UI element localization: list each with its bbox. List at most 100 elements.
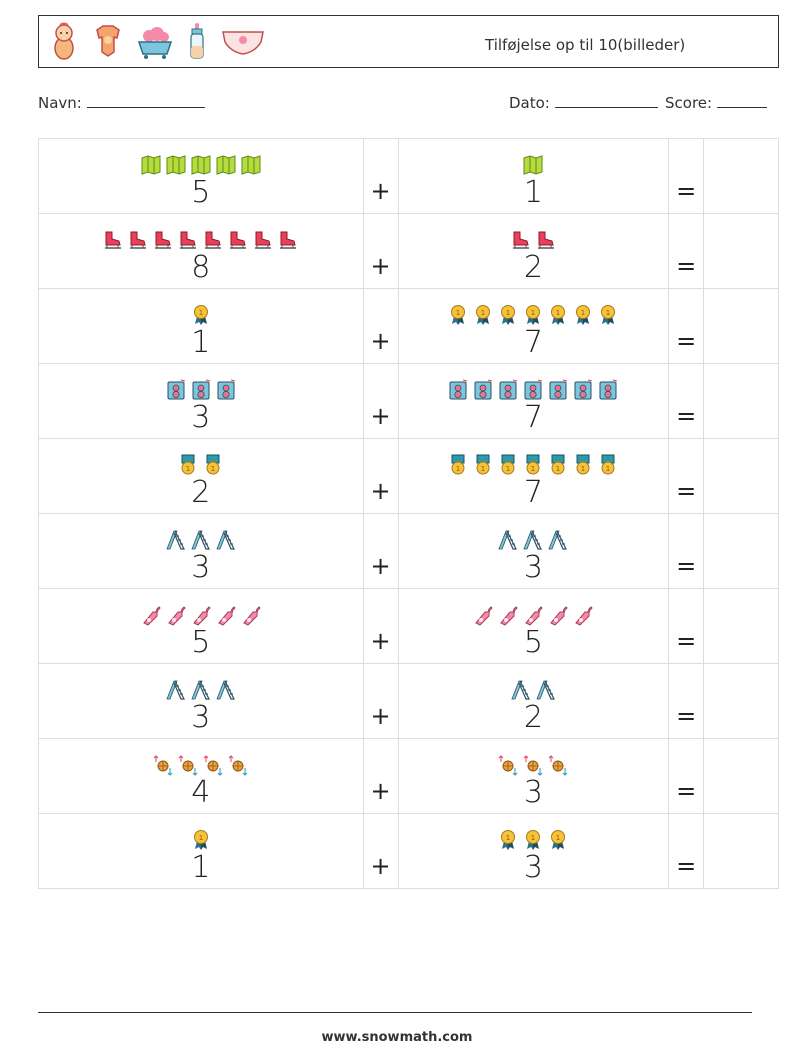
basketball-arrows-icon xyxy=(153,755,173,776)
svg-text:1: 1 xyxy=(606,309,610,317)
svg-text:1: 1 xyxy=(481,309,485,317)
picture-group xyxy=(39,600,363,626)
answer-cell[interactable] xyxy=(703,588,779,664)
champagne-bottle-icon xyxy=(575,606,594,626)
picture-group: 1 xyxy=(39,825,363,851)
medal-ribbon-icon: 1 xyxy=(206,454,220,475)
svg-text:1: 1 xyxy=(581,309,585,317)
second-addend-cell: 1 xyxy=(397,138,670,214)
second-addend: 2 xyxy=(523,700,543,735)
problem-row: 1 1 2 +1 1 1 1 1 1 1 7 = xyxy=(38,438,779,514)
bodysuit-icon xyxy=(96,25,120,57)
answer-cell[interactable] xyxy=(703,513,779,589)
problem-row: 5 +1 = xyxy=(38,138,779,214)
svg-text:1: 1 xyxy=(531,465,535,473)
problems-table: 5 +1 = 8 +2 = 1 1 +1 1 1 1 1 1 1 7 = 3 +7 = 1 1 2 +1 1 1 1 1 1 1 7 = 3 +3… xyxy=(38,138,779,889)
picture-group xyxy=(39,525,363,551)
speaker-icon xyxy=(549,379,568,400)
answer-cell[interactable] xyxy=(703,138,779,214)
svg-text:1: 1 xyxy=(531,309,535,317)
diaper-icon xyxy=(222,31,264,55)
ice-skate-icon xyxy=(230,231,247,249)
picture-group xyxy=(399,675,669,701)
speaker-icon xyxy=(499,379,518,400)
medal-icon: 1 xyxy=(601,305,616,325)
svg-text:1: 1 xyxy=(481,465,485,473)
problem-row: 4 +3 = xyxy=(38,738,779,814)
speaker-icon xyxy=(599,379,618,400)
picture-group xyxy=(399,750,669,776)
ladder-icon xyxy=(523,530,543,550)
name-field[interactable]: Navn: xyxy=(38,94,205,112)
champagne-bottle-icon xyxy=(525,606,544,626)
basketball-arrows-icon xyxy=(228,755,248,776)
second-addend: 3 xyxy=(523,775,543,810)
second-addend: 7 xyxy=(523,400,543,435)
picture-group xyxy=(399,375,669,401)
plus-sign: + xyxy=(370,627,391,655)
medal-ribbon-icon: 1 xyxy=(181,454,195,475)
equals-sign-cell: = xyxy=(668,213,705,289)
svg-text:1: 1 xyxy=(606,465,610,473)
footer-url: www.snowmath.com xyxy=(321,1030,473,1045)
picture-group: 1 xyxy=(39,300,363,326)
plus-sign: + xyxy=(370,177,391,205)
first-addend: 3 xyxy=(191,700,211,735)
medal-icon: 1 xyxy=(476,305,491,325)
champagne-bottle-icon xyxy=(500,606,519,626)
second-addend-cell: 5 xyxy=(397,588,670,664)
medal-icon: 1 xyxy=(576,305,591,325)
answer-cell[interactable] xyxy=(703,438,779,514)
svg-text:1: 1 xyxy=(556,309,560,317)
equals-sign: = xyxy=(676,252,697,280)
speaker-icon xyxy=(167,379,185,400)
date-field[interactable]: Dato: xyxy=(509,94,658,112)
medal-icon: 1 xyxy=(551,830,566,850)
ladder-icon xyxy=(216,680,235,700)
picture-group xyxy=(39,150,363,176)
plus-sign-cell: + xyxy=(362,438,399,514)
svg-text:1: 1 xyxy=(456,309,460,317)
answer-cell[interactable] xyxy=(703,213,779,289)
second-addend-cell: 1 1 1 1 1 1 1 7 xyxy=(397,288,670,364)
score-blank[interactable] xyxy=(716,94,767,108)
answer-cell[interactable] xyxy=(703,363,779,439)
answer-cell[interactable] xyxy=(703,738,779,814)
second-addend: 2 xyxy=(523,250,543,285)
plus-sign: + xyxy=(370,477,391,505)
ladder-icon xyxy=(548,530,568,550)
second-addend-cell: 3 xyxy=(397,738,670,814)
equals-sign: = xyxy=(676,627,697,655)
date-blank[interactable] xyxy=(554,94,658,108)
medal-icon: 1 xyxy=(551,305,566,325)
second-addend: 1 xyxy=(523,175,543,210)
problem-row: 5 +5 = xyxy=(38,588,779,664)
basketball-arrows-icon xyxy=(178,755,198,776)
first-addend: 1 xyxy=(191,325,211,360)
medal-ribbon-icon: 1 xyxy=(526,454,540,475)
ice-skate-icon xyxy=(255,231,272,249)
score-field[interactable]: Score: xyxy=(665,94,767,112)
ladder-icon xyxy=(191,680,210,700)
basketball-arrows-icon xyxy=(524,755,543,776)
medal-ribbon-icon: 1 xyxy=(601,454,615,475)
answer-cell[interactable] xyxy=(703,288,779,364)
problem-row: 3 +7 = xyxy=(38,363,779,439)
header-box: Tilføjelse op til 10(billeder) xyxy=(38,15,779,68)
header-icons xyxy=(49,22,265,60)
medal-icon: 1 xyxy=(193,305,208,325)
medal-icon: 1 xyxy=(526,830,541,850)
ice-skate-icon xyxy=(280,231,297,249)
svg-text:1: 1 xyxy=(456,465,460,473)
plus-sign: + xyxy=(370,252,391,280)
ladder-icon xyxy=(191,530,210,550)
medal-icon: 1 xyxy=(451,305,466,325)
second-addend: 7 xyxy=(523,325,543,360)
plus-sign-cell: + xyxy=(362,663,399,739)
name-blank[interactable] xyxy=(86,94,205,108)
picture-group xyxy=(39,225,363,251)
speaker-icon xyxy=(474,379,493,400)
answer-cell[interactable] xyxy=(703,663,779,739)
answer-cell[interactable] xyxy=(703,813,779,889)
